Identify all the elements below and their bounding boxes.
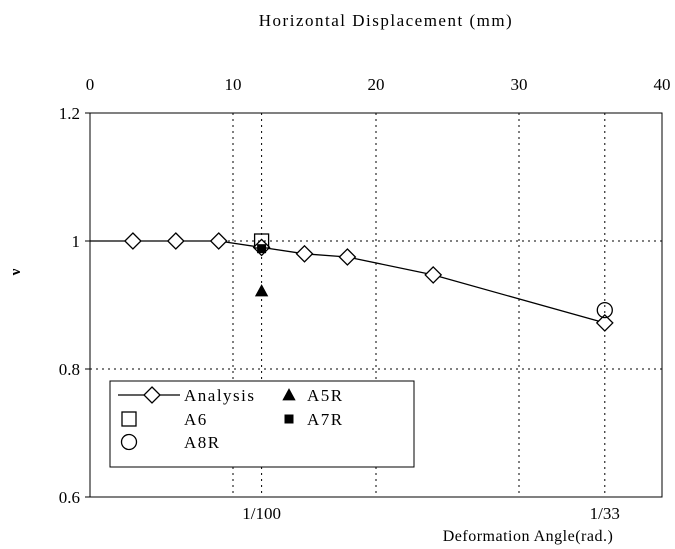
bottom-axis-title: Deformation Angle(rad.) [443, 528, 614, 545]
marker-triangle-filled [254, 284, 269, 297]
marker-diamond [166, 232, 185, 250]
y-tick-label: 1.2 [59, 104, 80, 123]
bottom-tick-label: 1/100 [242, 504, 281, 523]
marker-triangle-filled [282, 388, 296, 401]
marker-diamond [143, 386, 161, 404]
top-tick-label: 10 [225, 75, 242, 94]
marker-circle-open [596, 301, 613, 319]
legend-label: A6 [184, 410, 208, 429]
legend-item-analysis: Analysis [118, 386, 256, 405]
y-tick-label: 0.8 [59, 360, 80, 379]
legend-item-a8r: A8R [120, 433, 221, 452]
y-tick-label: 0.6 [59, 488, 80, 507]
legend-label: A8R [184, 433, 221, 452]
legend-label: Analysis [184, 386, 256, 405]
legend-label: A5R [307, 386, 344, 405]
top-tick-label: 0 [86, 75, 95, 94]
top-tick-label: 40 [654, 75, 671, 94]
marker-circle-open [120, 433, 138, 451]
marker-square-filled [257, 244, 267, 254]
series-analysis [90, 232, 614, 332]
legend-item-a5r: A5R [282, 386, 344, 405]
top-tick-label: 30 [511, 75, 528, 94]
marker-diamond [424, 266, 443, 284]
marker-diamond [123, 232, 142, 250]
legend-item-a7r: A7R [284, 410, 344, 429]
plot-area-frame [89, 112, 663, 498]
legend-item-a6: A6 [121, 410, 208, 429]
marker-diamond [209, 232, 228, 250]
legend: Analysis A5R A6 A7R A8R [109, 380, 415, 468]
top-axis-title: Horizontal Displacement (mm) [259, 11, 513, 30]
top-tick-label: 20 [368, 75, 385, 94]
y-axis-title: ν [8, 268, 24, 276]
bottom-tick-label: 1/33 [590, 504, 620, 523]
series-a5r [254, 284, 269, 297]
marker-diamond [295, 244, 314, 263]
series-a7r [257, 244, 267, 254]
series-a8r [596, 301, 613, 319]
marker-square-filled [284, 414, 294, 424]
marker-diamond [338, 248, 357, 266]
legend-label: A7R [307, 410, 344, 429]
series [90, 232, 614, 332]
axes: 0 10 20 30 40 1/100 1/33 0.6 0.8 1 1.2 [59, 75, 671, 523]
marker-square-open [121, 411, 137, 427]
marker-diamond [595, 314, 614, 332]
y-tick-label: 1 [72, 232, 81, 251]
